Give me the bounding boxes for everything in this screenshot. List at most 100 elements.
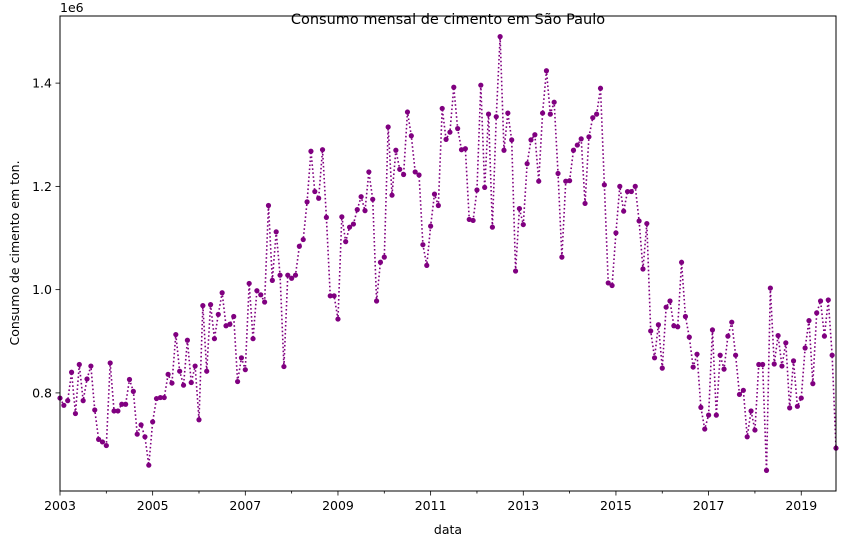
data-point: [246, 280, 252, 287]
series-layer: [57, 34, 839, 473]
data-point: [790, 358, 797, 364]
data-point: [810, 381, 816, 387]
data-point: [694, 351, 700, 357]
data-point: [207, 302, 214, 308]
data-point: [543, 68, 550, 74]
data-point: [740, 387, 746, 393]
data-point: [146, 462, 152, 468]
data-point: [219, 290, 225, 296]
data-point: [586, 134, 592, 140]
y-tick-label: 1.0: [32, 282, 52, 297]
data-point: [401, 171, 407, 178]
data-point: [516, 205, 523, 212]
data-point: [814, 310, 820, 316]
data-point: [177, 368, 183, 374]
data-point: [528, 137, 534, 143]
data-point: [717, 352, 723, 358]
data-point: [613, 230, 619, 236]
data-point: [335, 316, 341, 322]
x-tick-label: 2003: [44, 498, 76, 513]
data-point: [373, 298, 380, 304]
data-point: [563, 178, 569, 184]
data-point: [520, 221, 526, 228]
data-point: [597, 85, 604, 91]
data-point: [381, 254, 387, 260]
data-point: [231, 313, 237, 320]
data-point: [204, 368, 210, 374]
data-point: [725, 333, 731, 339]
plot-frame: [59, 15, 837, 492]
data-point: [798, 395, 804, 401]
data-point: [289, 275, 295, 281]
data-point: [84, 376, 90, 382]
data-point: [404, 109, 411, 115]
data-point: [551, 99, 557, 105]
data-point: [200, 303, 206, 309]
data-point: [323, 214, 329, 220]
x-tick-label: 2009: [322, 498, 354, 513]
data-point: [115, 408, 121, 414]
data-point: [493, 114, 499, 120]
x-tick-label: 2011: [415, 498, 447, 513]
data-point: [134, 431, 140, 437]
data-point: [269, 277, 275, 283]
x-axis-label: data: [434, 522, 462, 537]
data-point: [215, 311, 221, 318]
data-point: [370, 196, 376, 202]
data-point: [192, 363, 198, 369]
data-point: [760, 361, 766, 368]
data-point: [420, 242, 426, 248]
data-point: [706, 412, 712, 418]
x-tick-label: 2015: [600, 498, 632, 513]
data-point: [292, 272, 299, 278]
data-point: [729, 319, 735, 325]
data-point: [99, 439, 106, 445]
data-point: [721, 366, 727, 372]
data-point: [590, 115, 596, 121]
data-point: [574, 142, 580, 148]
data-point: [539, 110, 546, 116]
data-point: [366, 169, 372, 175]
data-point: [485, 111, 492, 117]
data-point: [617, 183, 623, 189]
data-point: [65, 398, 71, 404]
data-point: [489, 224, 495, 230]
data-point: [416, 172, 422, 178]
data-point: [509, 137, 515, 143]
data-point: [802, 345, 808, 351]
data-point: [594, 111, 600, 117]
data-point: [470, 217, 476, 224]
data-point: [211, 336, 218, 342]
data-point: [343, 239, 349, 245]
data-point: [346, 224, 353, 230]
x-tick-label: 2005: [137, 498, 169, 513]
data-point: [96, 436, 102, 442]
data-point: [439, 105, 445, 112]
data-point: [107, 360, 113, 366]
data-point: [690, 364, 696, 370]
data-point: [431, 191, 438, 197]
data-point: [482, 184, 488, 191]
x-tick-label: 2019: [785, 498, 817, 513]
data-point: [350, 221, 357, 227]
data-point: [238, 355, 245, 361]
data-point: [771, 361, 777, 367]
data-point: [358, 194, 364, 200]
data-point: [250, 336, 256, 342]
data-point: [547, 111, 553, 117]
data-point: [150, 419, 156, 425]
data-point: [161, 394, 167, 401]
data-point: [408, 133, 414, 139]
data-point: [173, 331, 179, 338]
data-point: [111, 408, 117, 414]
data-point: [184, 337, 190, 343]
data-point: [258, 292, 264, 298]
data-point: [775, 332, 781, 339]
data-point: [628, 188, 634, 195]
data-point: [829, 352, 835, 358]
data-point: [88, 363, 94, 369]
data-point: [281, 363, 287, 370]
data-point: [686, 334, 692, 340]
data-point: [72, 410, 79, 417]
